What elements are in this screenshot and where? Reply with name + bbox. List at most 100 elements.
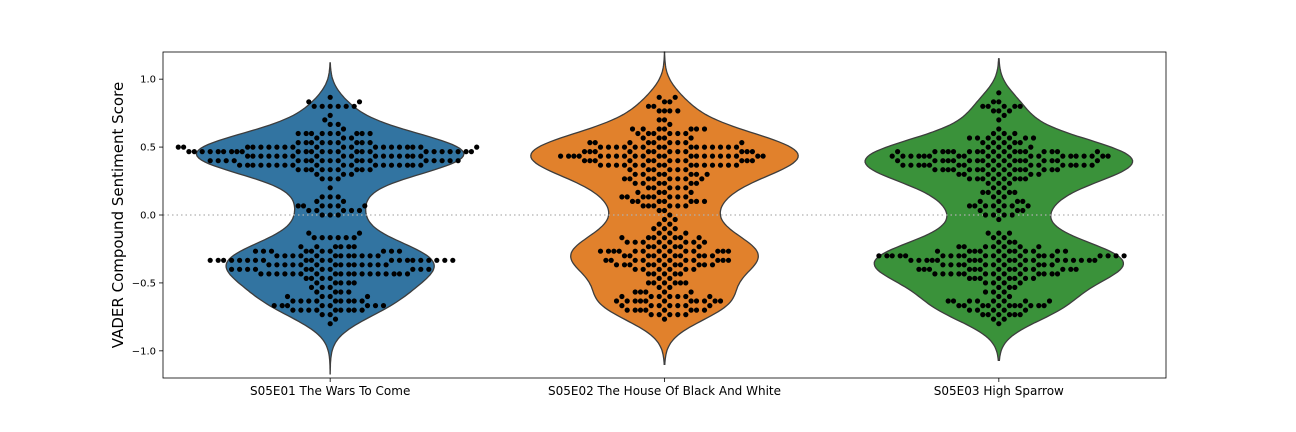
- swarm-point: [974, 307, 981, 313]
- swarm-point: [282, 271, 288, 277]
- swarm-point: [418, 257, 424, 263]
- swarm-point: [640, 144, 646, 150]
- swarm-point: [1046, 298, 1053, 304]
- swarm-point: [295, 140, 301, 146]
- swarm-point: [338, 280, 344, 286]
- swarm-point: [667, 158, 673, 164]
- swarm-layer: [175, 90, 1127, 327]
- swarm-point: [985, 135, 991, 141]
- swarm-point: [693, 180, 700, 186]
- y-tick-label: 0.0: [140, 211, 156, 222]
- swarm-point: [985, 103, 991, 109]
- y-axis-title: VADER Compound Sentiment Score: [109, 82, 127, 348]
- swarm-point: [221, 257, 227, 263]
- swarm-point: [1014, 207, 1021, 214]
- swarm-point: [404, 162, 411, 168]
- swarm-point: [348, 144, 355, 150]
- swarm-point: [733, 162, 740, 168]
- swarm-point: [1012, 312, 1018, 318]
- swarm-point: [303, 130, 309, 137]
- swarm-point: [290, 307, 296, 313]
- swarm-point: [972, 257, 978, 263]
- swarm-point: [696, 262, 702, 268]
- swarm-point: [621, 262, 628, 268]
- swarm-point: [1030, 266, 1037, 272]
- swarm-point: [237, 257, 243, 263]
- swarm-point: [343, 103, 349, 109]
- swarm-point: [298, 253, 304, 259]
- swarm-point: [597, 248, 604, 254]
- swarm-point: [1001, 194, 1007, 200]
- swarm-point: [661, 316, 668, 322]
- swarm-point: [688, 289, 694, 295]
- swarm-point: [319, 257, 325, 263]
- swarm-point: [667, 194, 673, 200]
- swarm-point: [956, 244, 962, 250]
- swarm-point: [990, 185, 997, 191]
- swarm-point: [677, 253, 684, 259]
- swarm-point: [282, 253, 288, 259]
- swarm-point: [322, 117, 328, 123]
- swarm-point: [691, 248, 697, 254]
- swarm-point: [1041, 253, 1047, 259]
- swarm-point: [338, 307, 344, 313]
- swarm-point: [977, 266, 983, 272]
- swarm-point: [667, 130, 673, 137]
- swarm-point: [619, 303, 625, 309]
- swarm-point: [1036, 171, 1042, 177]
- swarm-point: [972, 203, 978, 209]
- swarm-point: [645, 140, 652, 146]
- swarm-point: [372, 144, 379, 150]
- swarm-point: [603, 257, 609, 263]
- swarm-point: [982, 203, 989, 209]
- swarm-point: [1006, 303, 1013, 309]
- swarm-point: [327, 212, 333, 218]
- swarm-point: [367, 149, 373, 155]
- swarm-point: [661, 117, 668, 123]
- swarm-point: [346, 298, 352, 304]
- swarm-point: [982, 271, 989, 277]
- swarm-point: [956, 253, 962, 259]
- swarm-point: [985, 180, 991, 186]
- swarm-point: [303, 158, 309, 164]
- swarm-point: [688, 171, 694, 177]
- swarm-point: [1017, 158, 1023, 164]
- swarm-point: [306, 207, 312, 214]
- swarm-point: [651, 253, 657, 259]
- swarm-point: [290, 253, 296, 259]
- swarm-point: [1014, 198, 1021, 204]
- swarm-point: [1006, 257, 1013, 263]
- swarm-point: [661, 189, 668, 195]
- swarm-point: [300, 203, 307, 209]
- swarm-point: [691, 239, 697, 245]
- swarm-point: [221, 149, 227, 155]
- swarm-point: [215, 149, 221, 155]
- swarm-point: [982, 289, 989, 295]
- swarm-point: [215, 158, 221, 164]
- swarm-point: [266, 153, 272, 159]
- swarm-point: [693, 171, 700, 177]
- swarm-point: [637, 307, 644, 313]
- swarm-point: [1001, 280, 1007, 286]
- swarm-point: [295, 130, 301, 137]
- swarm-point: [1001, 149, 1007, 155]
- swarm-point: [423, 149, 429, 155]
- swarm-point: [632, 171, 638, 177]
- swarm-point: [656, 171, 662, 177]
- swarm-point: [410, 162, 416, 168]
- swarm-point: [1070, 257, 1077, 263]
- swarm-point: [332, 298, 339, 304]
- swarm-point: [1105, 153, 1111, 159]
- swarm-point: [739, 149, 745, 155]
- swarm-point: [1041, 167, 1047, 173]
- swarm-point: [1049, 158, 1055, 164]
- swarm-point: [709, 144, 716, 150]
- swarm-point: [613, 144, 620, 150]
- swarm-point: [645, 185, 652, 191]
- y-axis: −1.0 −0.5 0.0 0.5 1.0: [132, 75, 163, 357]
- swarm-point: [245, 257, 251, 263]
- swarm-point: [332, 244, 339, 250]
- violin-body: [195, 62, 465, 375]
- swarm-point: [605, 248, 612, 254]
- swarm-point: [327, 167, 333, 173]
